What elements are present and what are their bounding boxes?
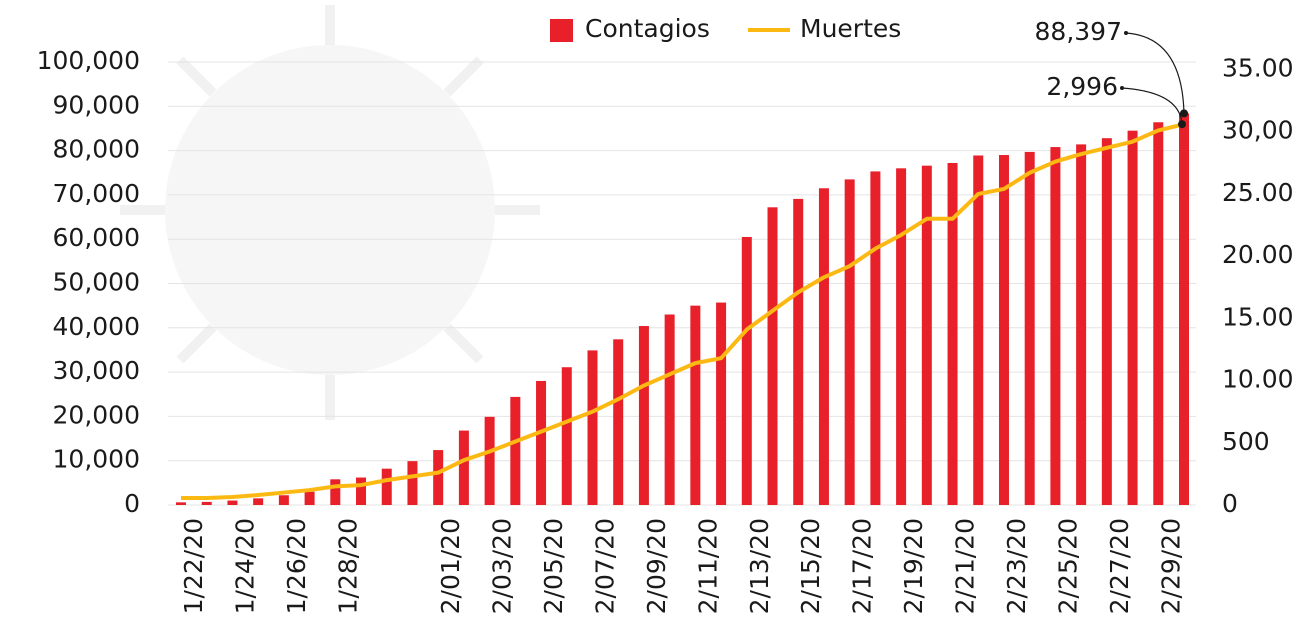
x-tick-label: 2/17/20 [848, 518, 877, 614]
x-tick-label: 1/26/20 [282, 518, 311, 614]
bar [1050, 147, 1061, 505]
y2-tick-label: 35.00 [1222, 53, 1294, 82]
x-tick-label: 2/09/20 [642, 518, 671, 614]
y-tick-label: 60,000 [53, 223, 140, 252]
bar [407, 461, 418, 505]
x-tick-label: 2/21/20 [951, 518, 980, 614]
line [181, 122, 1185, 501]
y-tick-label: 80,000 [53, 135, 140, 164]
y2-tick-label: 25.00 [1222, 178, 1294, 207]
bar [844, 179, 855, 505]
bar [638, 326, 649, 505]
bar [1127, 130, 1138, 506]
x-tick-label: 2/03/20 [488, 518, 517, 614]
y-tick-label: 20,000 [53, 400, 140, 429]
bar [767, 207, 778, 505]
bar [330, 479, 341, 505]
virus-watermark [120, 5, 540, 420]
bar [1101, 138, 1112, 506]
bar [253, 498, 264, 505]
y2-tick-label: 500 [1222, 427, 1270, 456]
bar [1153, 122, 1164, 506]
x-tick-label: 2/29/20 [1156, 518, 1185, 614]
x-tick-label: 2/25/20 [1053, 518, 1082, 614]
bar [176, 502, 186, 505]
y2-tick-label: 20.00 [1222, 240, 1294, 269]
x-tick-label: 2/07/20 [590, 518, 619, 614]
bar [227, 500, 238, 505]
annotation: 2,996 [1046, 72, 1118, 101]
bar [818, 188, 829, 505]
x-tick-label: 2/15/20 [796, 518, 825, 614]
bar [947, 163, 958, 505]
bar [458, 430, 469, 505]
x-tick-label: 2/13/20 [745, 518, 774, 614]
bar [561, 367, 572, 505]
legend-label: Muertes [800, 14, 901, 43]
x-tick-label: 2/11/20 [693, 518, 722, 614]
bar [690, 305, 701, 505]
bar [793, 198, 804, 505]
bar [510, 396, 521, 505]
bar [484, 416, 495, 505]
legend-swatch [550, 19, 573, 42]
bar [201, 501, 212, 505]
y-tick-label: 70,000 [53, 179, 140, 208]
y-tick-label: 0 [124, 489, 140, 518]
x-tick-label: 1/24/20 [230, 518, 259, 614]
bar [1024, 151, 1035, 505]
bar [433, 450, 444, 505]
y-tick-label: 30,000 [53, 356, 140, 385]
bar [613, 339, 624, 505]
y2-tick-label: 30,00 [1222, 116, 1294, 145]
y2-tick-label: 10.00 [1222, 365, 1294, 394]
x-tick-label: 2/01/20 [436, 518, 465, 614]
y-tick-label: 50,000 [53, 268, 140, 297]
annotation: 88,397 [1035, 17, 1122, 46]
bar [998, 155, 1009, 505]
annotation-dot [1120, 86, 1124, 90]
annotation-dot [1124, 31, 1128, 35]
bar [870, 171, 881, 505]
bar [356, 477, 367, 505]
bar [1076, 144, 1087, 505]
bar [278, 495, 289, 505]
annotation-connector [1121, 87, 1183, 125]
y-tick-label: 10,000 [53, 445, 140, 474]
y-tick-label: 100,000 [37, 46, 140, 75]
x-tick-label: 2/05/20 [539, 518, 568, 614]
bar [304, 491, 315, 505]
bar [921, 165, 932, 506]
x-tick-label: 2/27/20 [1105, 518, 1134, 614]
bar [741, 236, 752, 506]
annotation-point [1180, 109, 1188, 118]
bar [973, 155, 984, 505]
y2-tick-label: 15.00 [1222, 302, 1294, 331]
y-tick-label: 90,000 [53, 90, 140, 119]
annotation-connector [1125, 32, 1185, 114]
bar [536, 380, 547, 505]
legend: Contagios Muertes [550, 14, 901, 43]
x-tick-label: 2/23/20 [1002, 518, 1031, 614]
x-tick-label: 2/19/20 [899, 518, 928, 614]
bar [664, 314, 675, 505]
bar [1179, 113, 1189, 505]
bar [896, 168, 907, 505]
y2-tick-label: 0 [1222, 489, 1238, 518]
x-tick-label: 1/22/20 [179, 518, 208, 614]
bar [381, 468, 392, 505]
legend-label: Contagios [585, 14, 710, 43]
bar [587, 350, 598, 505]
x-tick-label: 1/28/20 [333, 518, 362, 614]
y-tick-label: 40,000 [53, 312, 140, 341]
bar [716, 302, 727, 505]
annotation-point [1178, 120, 1186, 129]
